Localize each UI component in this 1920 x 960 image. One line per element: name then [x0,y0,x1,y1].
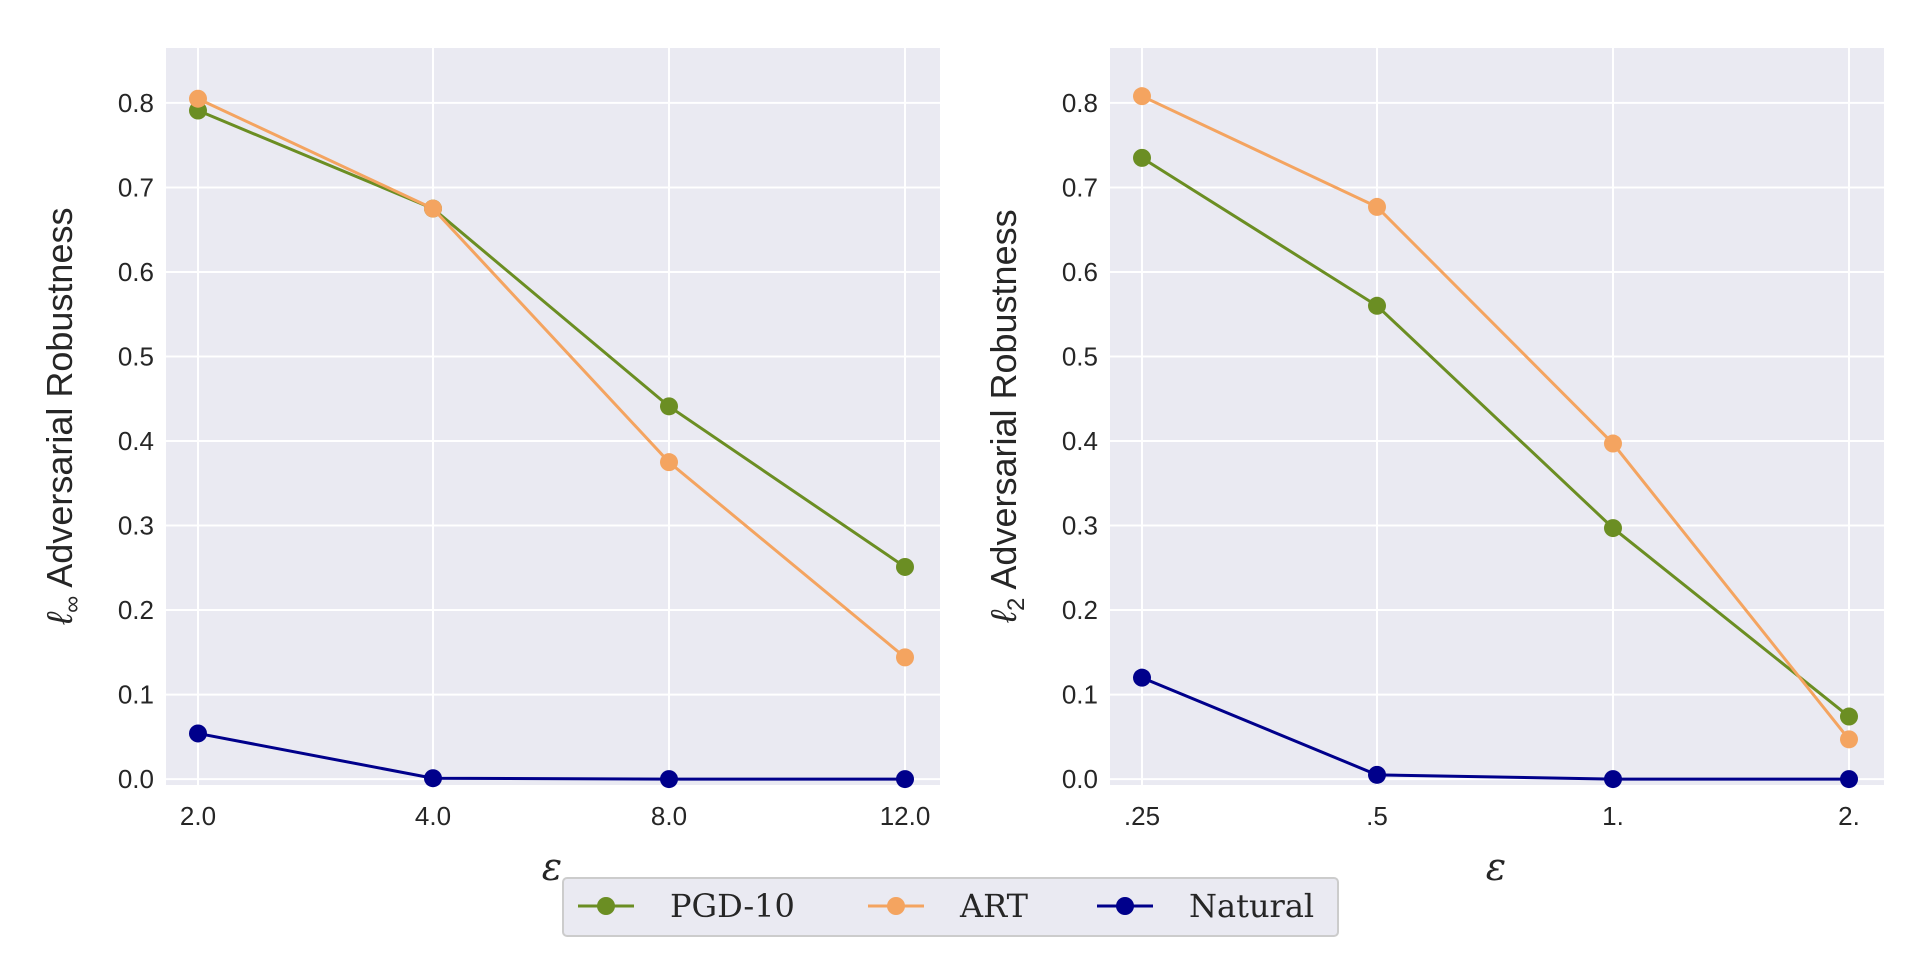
y-tick-label: 0.5 [118,341,154,371]
x-axis-label: ε [1486,845,1506,889]
legend-label: PGD-10 [670,887,795,925]
series-line-pgd-10 [197,109,906,569]
series-line-art [197,97,906,659]
legend: PGD-10 ART Natural [562,877,1339,937]
x-tick-label: 12.0 [880,801,931,831]
x-tick-label: 4.0 [415,801,451,831]
y-tick-label: 0.4 [1062,426,1098,456]
data-point-pgd-10 [1840,707,1858,726]
x-tick-label: 1. [1602,801,1624,831]
y-tick-label: 0.2 [1062,595,1098,625]
data-point-pgd-10 [1604,519,1622,538]
data-point-natural [1133,668,1151,687]
y-tick-label: 0.7 [118,172,154,202]
x-tick-label: .25 [1124,801,1160,831]
y-tick-label: 0.6 [1062,257,1098,287]
legend-marker [1116,897,1134,915]
data-point-pgd-10 [1133,148,1151,167]
y-tick-label: 0.3 [118,511,154,541]
linf-robustness-plot: 2.0 4.0 8.0 12.0 0.0 0.1 0.2 0.3 0.4 0.5 0.6 0.7 0.8… [39,48,940,889]
y-tick-label: 0.0 [1062,764,1098,794]
data-point-pgd-10 [660,397,678,416]
data-point-natural [1840,770,1858,789]
legend-label: Natural [1189,887,1314,925]
data-point-art [1133,87,1151,106]
series-line-art [1141,94,1851,741]
y-tick-label: 0.6 [118,257,154,287]
data-point-art [1840,730,1858,749]
y-tick-label: 0.7 [1062,172,1098,202]
series-line-natural [1141,676,1849,781]
x-tick-label: 2. [1838,801,1860,831]
plot-background [166,48,940,785]
y-tick-label: 0.4 [118,426,154,456]
y-tick-label: 0.5 [1062,341,1098,371]
y-tick-label: 0.0 [118,764,154,794]
x-tick-label: .5 [1366,801,1388,831]
data-point-art [660,453,678,472]
data-point-art [189,89,207,108]
y-tick-label: 0.3 [1062,511,1098,541]
data-point-natural [424,769,442,788]
data-point-art [424,199,442,218]
legend-item-pgd-10: PGD-10 [578,887,795,925]
y-axis-label: ℓ2 Adversarial Robustness [983,209,1030,623]
legend-item-natural: Natural [1097,887,1314,925]
y-tick-label: 0.8 [118,88,154,118]
x-tick-label: 2.0 [180,801,216,831]
legend-marker [887,897,905,915]
legend-marker [597,897,615,915]
y-tick-label: 0.1 [118,680,154,710]
data-point-pgd-10 [1368,296,1386,315]
y-axis-label: ℓ∞ Adversarial Robustness [39,208,86,626]
legend-item-art: ART [868,887,1029,925]
data-point-pgd-10 [896,557,914,576]
data-point-natural [189,724,207,743]
x-tick-label: 8.0 [651,801,687,831]
series-line-natural [197,731,905,781]
y-tick-label: 0.8 [1062,88,1098,118]
plot-background [1110,48,1884,785]
l2-robustness-plot: .25 .5 1. 2. 0.0 0.1 0.2 0.3 0.4 0.5 0.6 0.7 0.8 ℓ2 A… [983,48,1884,889]
data-point-art [896,648,914,667]
data-point-natural [1368,765,1386,784]
x-axis-label: ε [542,845,562,889]
data-point-art [1368,197,1386,216]
data-point-natural [1604,770,1622,789]
data-point-natural [896,770,914,789]
y-tick-label: 0.2 [118,595,154,625]
legend-box [562,877,1339,937]
legend-label: ART [959,887,1029,925]
data-point-natural [660,770,678,789]
y-tick-label: 0.1 [1062,680,1098,710]
data-point-art [1604,434,1622,453]
series-line-pgd-10 [1141,156,1850,718]
